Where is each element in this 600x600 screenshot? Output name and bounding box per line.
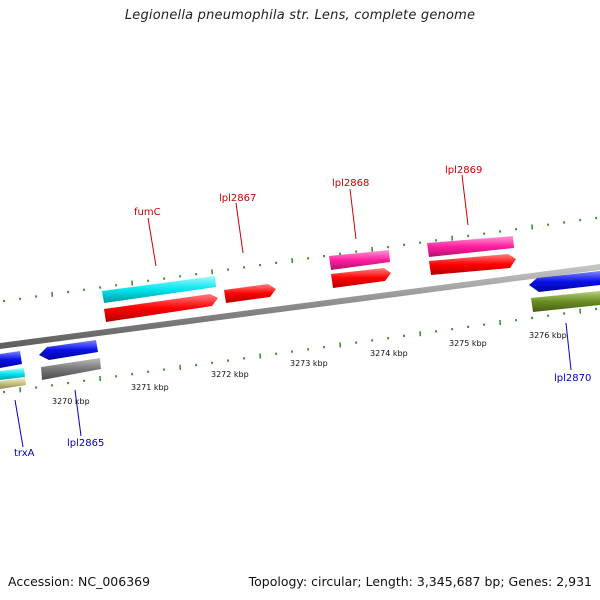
upper-tick-row [3, 216, 598, 303]
gene-trxA-khaki[interactable] [0, 378, 26, 389]
gene-fumC-red[interactable] [104, 294, 218, 322]
leader-lpl2867 [235, 202, 244, 254]
scale-label: 3274 kbp [370, 349, 408, 358]
scale-label: 3271 kbp [131, 383, 169, 392]
gene-lpl2868-magenta[interactable] [329, 250, 390, 270]
leader-lpl2870 [565, 322, 572, 371]
gene-trxA-blue[interactable] [0, 351, 22, 368]
gene-fumC-cyan[interactable] [102, 276, 216, 303]
label-lpl2870: lpl2870 [554, 373, 591, 384]
gene-lpl2870-blue[interactable] [529, 271, 600, 292]
leader-lpl2865 [74, 389, 82, 437]
scale-label: 3275 kbp [449, 339, 487, 348]
leader-lpl2869 [461, 174, 469, 226]
lower-tick-row [3, 307, 598, 394]
scale-label: 3273 kbp [290, 359, 328, 368]
gene-lpl2865-blue[interactable] [39, 340, 98, 360]
gene-lpl2868-red[interactable] [331, 268, 391, 288]
gene-trxA-cyan[interactable] [0, 368, 25, 380]
accession-label: Accession: NC_006369 [8, 574, 151, 589]
gene-lpl2865-gray[interactable] [41, 358, 101, 380]
leader-fumC [147, 217, 157, 267]
scale-label: 3272 kbp [211, 370, 249, 379]
label-trxA: trxA [14, 448, 35, 459]
label-fumC: fumC [134, 207, 161, 218]
label-lpl2865: lpl2865 [67, 438, 104, 449]
scale-label: 3270 kbp [52, 397, 90, 406]
label-lpl2867: lpl2867 [219, 193, 256, 204]
genome-summary: Topology: circular; Length: 3,345,687 bp… [248, 574, 592, 589]
label-lpl2869: lpl2869 [445, 165, 482, 176]
label-lpl2868: lpl2868 [332, 178, 369, 189]
gene-lpl2869-magenta[interactable] [427, 236, 514, 257]
gene-lpl2869-red[interactable] [429, 254, 516, 275]
genome-title: Legionella pneumophila str. Lens, comple… [124, 8, 476, 23]
leader-lpl2868 [349, 188, 357, 240]
gene-lpl2867-red[interactable] [224, 284, 276, 303]
genome-backbone [0, 264, 600, 349]
gene-lpl2870-olive[interactable] [531, 291, 600, 312]
leader-trxA [14, 399, 24, 448]
scale-label: 3276 kbp [529, 331, 567, 340]
